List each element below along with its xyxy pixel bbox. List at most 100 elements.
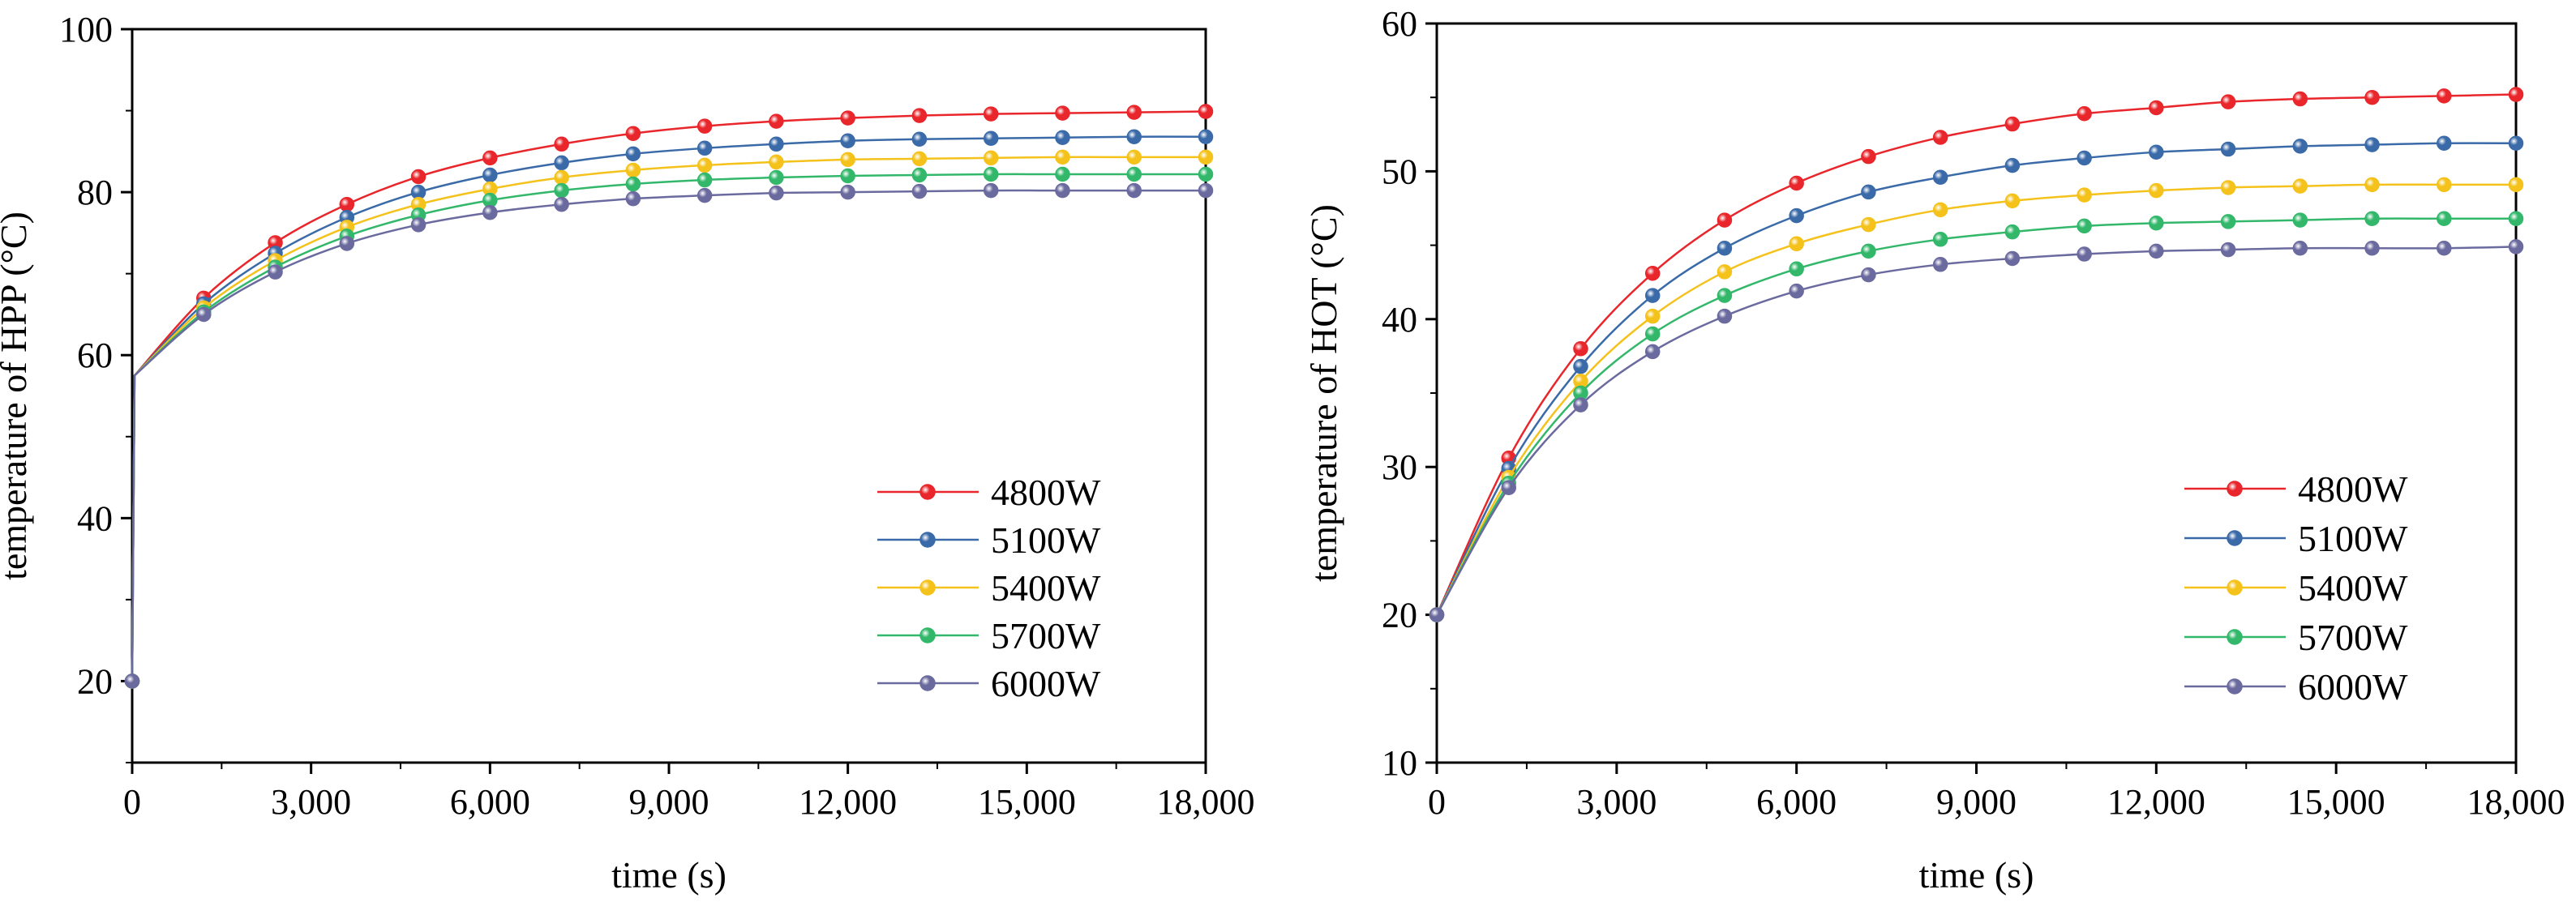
data-point-4800W <box>2220 94 2236 109</box>
data-point-6000W <box>554 196 569 212</box>
data-point-4800W <box>1055 105 1070 121</box>
data-point-6000W <box>339 236 355 251</box>
data-point-6000W <box>2220 242 2236 258</box>
data-point-5100W <box>1644 288 1661 303</box>
data-point-6000W <box>1789 283 1804 299</box>
legend-marker-6000W <box>2227 678 2243 695</box>
data-point-6000W <box>124 673 140 689</box>
data-point-5100W <box>983 130 999 146</box>
legend-label: 4800W <box>991 472 1101 513</box>
data-point-4800W <box>840 110 855 126</box>
series-line-5400W <box>131 156 1206 682</box>
data-point-4800W <box>554 136 569 152</box>
data-point-4800W <box>911 108 928 123</box>
data-point-5700W <box>983 166 999 182</box>
data-point-5700W <box>911 167 928 183</box>
y-tick-label: 30 <box>1382 447 1417 487</box>
x-tick-label: 6,000 <box>450 782 530 822</box>
data-point-5700W <box>840 168 855 184</box>
data-point-5100W <box>769 136 784 152</box>
data-point-4800W <box>1644 266 1661 281</box>
x-tick-label: 3,000 <box>1576 782 1657 822</box>
data-point-5400W <box>1717 264 1733 280</box>
data-point-6000W <box>1055 182 1070 199</box>
legend-label: 6000W <box>2298 666 2408 707</box>
data-point-5100W <box>1717 240 1733 256</box>
data-point-6000W <box>1932 257 1948 272</box>
data-point-5400W <box>1789 236 1804 252</box>
data-point-6000W <box>625 190 641 207</box>
x-axis-title: time (s) <box>611 854 727 896</box>
data-point-4800W <box>983 106 999 122</box>
data-point-5700W <box>769 169 784 186</box>
data-point-5700W <box>2077 218 2092 234</box>
data-point-6000W <box>2508 239 2524 254</box>
data-point-5100W <box>1573 358 1588 374</box>
x-tick-label: 6,000 <box>1756 782 1837 822</box>
chart-panel-hot: 0 3,000 6,000 9,000 12,000 15,000 18,000 10 20 30… <box>1303 4 2565 896</box>
data-point-4800W <box>2364 89 2380 105</box>
data-point-5400W <box>1932 202 1948 218</box>
x-tick-label: 18,000 <box>1157 782 1255 822</box>
data-point-5700W <box>697 172 713 188</box>
data-point-6000W <box>482 205 498 220</box>
legend-marker-5400W <box>919 579 936 596</box>
data-point-4800W <box>769 113 784 129</box>
series-line-6000W <box>131 189 1206 682</box>
legend-marker-5400W <box>2227 579 2243 596</box>
data-point-4800W <box>1789 175 1804 191</box>
x-tick-label: 12,000 <box>799 782 897 822</box>
data-point-5100W <box>2004 157 2021 173</box>
legend-label: 5400W <box>991 567 1101 609</box>
data-point-5400W <box>1861 216 1876 233</box>
data-point-6000W <box>2292 240 2308 256</box>
data-point-4800W <box>1861 148 1876 165</box>
data-point-4800W <box>1717 212 1733 228</box>
x-tick-label: 9,000 <box>629 782 709 822</box>
data-point-4800W <box>2077 106 2092 122</box>
data-point-5400W <box>2364 177 2380 193</box>
data-point-6000W <box>983 182 999 199</box>
data-point-5700W <box>625 176 641 192</box>
data-point-4800W <box>2004 116 2021 132</box>
data-point-6000W <box>2437 240 2452 256</box>
data-point-6000W <box>2149 243 2164 259</box>
data-point-5700W <box>2220 214 2236 229</box>
x-axis-title: time (s) <box>1919 854 2034 896</box>
data-point-5100W <box>1198 129 1214 144</box>
legend-marker-5700W <box>919 627 936 643</box>
x-tick-label: 18,000 <box>2467 782 2565 822</box>
data-point-6000W <box>1198 182 1214 199</box>
series-line-5700W <box>131 173 1206 682</box>
legend-marker-4800W <box>919 484 936 500</box>
y-axis-title: temperature of HOT (°C) <box>1303 204 1344 582</box>
data-point-6000W <box>1861 267 1876 283</box>
data-point-5400W <box>2437 177 2452 193</box>
data-point-5700W <box>2364 211 2380 227</box>
data-point-5400W <box>2004 193 2021 209</box>
data-point-6000W <box>1644 344 1661 360</box>
x-tick-label: 15,000 <box>2287 782 2385 822</box>
data-point-5400W <box>2077 187 2092 203</box>
data-point-5100W <box>1789 207 1804 224</box>
x-tick-label: 0 <box>1428 782 1446 822</box>
legend-label: 5400W <box>2298 567 2408 609</box>
data-point-4800W <box>625 126 641 141</box>
data-point-5400W <box>2220 180 2236 195</box>
data-point-5700W <box>1644 326 1661 342</box>
y-tick-label: 20 <box>1382 596 1417 635</box>
data-point-4800W <box>482 150 498 166</box>
data-point-4800W <box>2437 88 2452 104</box>
x-tick-label: 12,000 <box>2107 782 2205 822</box>
data-point-6000W <box>268 264 283 280</box>
data-point-6000W <box>1717 308 1733 324</box>
data-point-4800W <box>1126 105 1142 120</box>
data-point-4800W <box>1198 104 1214 119</box>
data-point-5700W <box>554 182 569 199</box>
y-tick-label: 10 <box>1382 743 1417 783</box>
y-tick-label: 80 <box>77 173 113 212</box>
legend-marker-4800W <box>2227 481 2243 497</box>
data-point-6000W <box>1126 182 1142 199</box>
data-point-6000W <box>2004 250 2021 267</box>
